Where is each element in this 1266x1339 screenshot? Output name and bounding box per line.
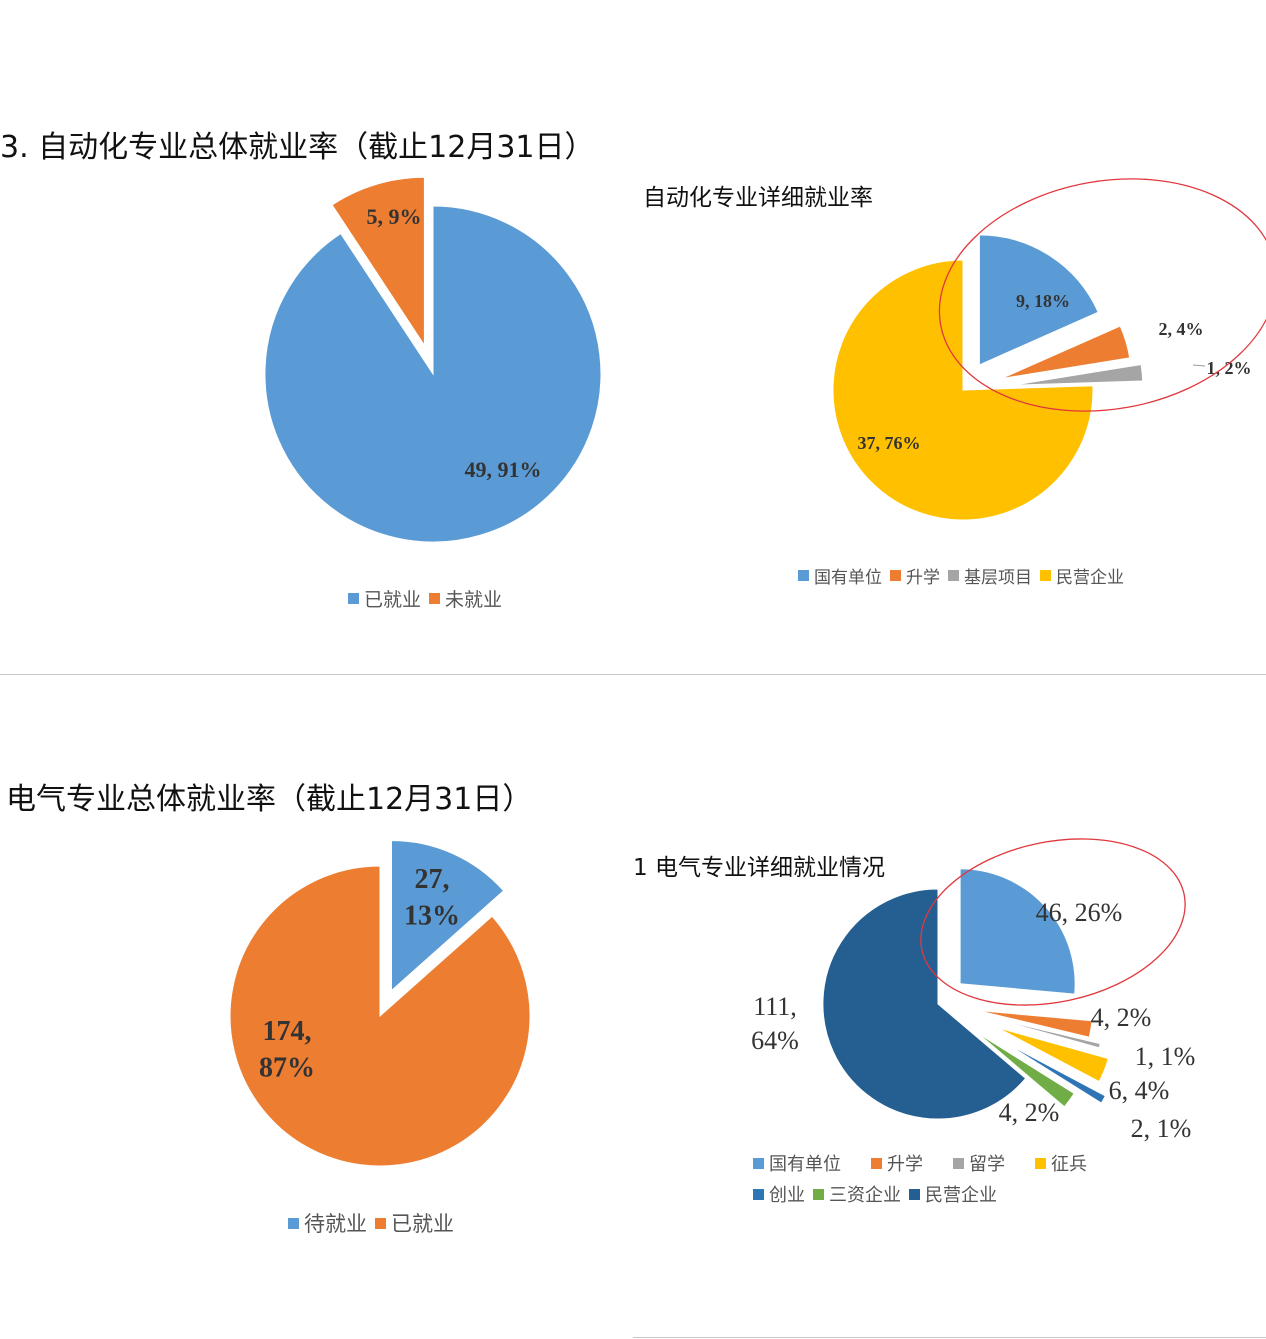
data-label: 49, 91% [465, 457, 542, 482]
data-label: 1, 1% [1135, 1042, 1196, 1071]
legend-item: 已就业 [375, 1208, 454, 1238]
pie-slice [229, 865, 531, 1167]
pie-slice [822, 888, 1027, 1120]
data-label: 6, 4% [1109, 1076, 1170, 1105]
data-label: 111, 64% [751, 992, 799, 1055]
legend-label: 基层项目 [964, 568, 1032, 588]
legend-swatch [348, 593, 359, 604]
chart-panel-automation-overall: 3. 自动化专业总体就业率（截止12月31日） 49, 91% 5, 9% 已就业… [0, 0, 633, 674]
pie-slice [1003, 1041, 1107, 1104]
data-label: 4, 2% [1091, 1003, 1152, 1032]
legend-label: 未就业 [445, 589, 503, 611]
pie-chart-electrical-detail: 46, 26% 4, 2% 1, 1% 6, 4% 2, 1% 4, 2% 111, 64% [751, 838, 1196, 1143]
pie-chart-automation-detail: 9, 18% 2, 4%1, 2% 37, 76% [832, 178, 1266, 521]
highlight-ellipse [920, 838, 1186, 1006]
pie-slice [1001, 325, 1131, 380]
legend-swatch [953, 1157, 964, 1169]
legend-swatch [909, 1188, 920, 1200]
legend-swatch [871, 1157, 882, 1169]
legend-item: 民营企业 [909, 1181, 997, 1207]
legend-swatch [375, 1217, 386, 1229]
legend-item: 未就业 [429, 585, 502, 612]
legend-item: 征兵 [1035, 1150, 1087, 1176]
legend-swatch [753, 1188, 764, 1200]
leader-line [1192, 364, 1206, 367]
legend-label: 民营企业 [1056, 568, 1124, 588]
legend-swatch [288, 1217, 299, 1229]
divider [0, 674, 633, 675]
legend-label: 已就业 [364, 589, 422, 611]
highlight-ellipse [938, 178, 1266, 412]
legend-item: 创业 [753, 1181, 805, 1207]
pie-slice [997, 1027, 1109, 1083]
pie-slice [959, 868, 1076, 995]
legend-item: 民营企业 [1040, 563, 1124, 588]
chart-legend: 已就业 未就业 [348, 585, 510, 612]
pie-slice [264, 205, 602, 543]
pie-chart-electrical-overall: 27, 13% 174, 87% [229, 839, 531, 1167]
data-label: 46, 26% [1036, 898, 1123, 927]
pie-slice [832, 259, 1094, 521]
chart-title: 自动化专业详细就业率 [643, 185, 873, 211]
chart-legend: 国有单位 升学 留学 征兵 [753, 1150, 1117, 1176]
chart-title: 1 电气专业详细就业情况 [633, 855, 885, 881]
legend-label: 国有单位 [814, 568, 882, 588]
legend-item: 升学 [890, 563, 940, 588]
data-label: 4, 2% [999, 1098, 1060, 1127]
pie-slice [977, 1010, 1093, 1038]
chart-title: 电气专业总体就业率（截止12月31日） [6, 782, 533, 817]
legend-item: 留学 [953, 1150, 1005, 1176]
chart-legend: 待就业 已就业 [288, 1208, 462, 1238]
pie-slice [978, 234, 1099, 366]
divider [633, 1337, 1266, 1338]
legend-label: 创业 [769, 1185, 805, 1206]
chart-panel-automation-detail: 自动化专业详细就业率 9, 18% 2, 4% 1, 2% 37, 76% 国有单位 升… [633, 0, 1266, 674]
divider [633, 674, 1266, 675]
data-label: 37, 76% [858, 433, 921, 453]
data-label: 5, 9% [367, 204, 422, 229]
legend-swatch [753, 1157, 764, 1169]
legend-item: 已就业 [348, 585, 421, 612]
legend-item: 升学 [871, 1150, 923, 1176]
legend-swatch [429, 593, 441, 604]
legend-swatch [1040, 570, 1051, 581]
legend-swatch [948, 570, 959, 581]
chart-panel-electrical-overall: 电气专业总体就业率（截止12月31日） 27, 13% 174, 87% 待就业 已就业 [0, 676, 633, 1339]
pie-slice [976, 1031, 1075, 1108]
pie-chart-automation-overall: 49, 91% 5, 9% [264, 176, 602, 543]
data-label: 174, 87% [259, 1016, 315, 1083]
pie-slice [1012, 363, 1144, 386]
legend-label: 征兵 [1051, 1154, 1087, 1175]
legend-item: 基层项目 [948, 563, 1032, 588]
legend-label: 国有单位 [769, 1154, 841, 1175]
legend-swatch [798, 570, 809, 581]
legend-label: 民营企业 [925, 1185, 997, 1206]
pie-slice [331, 176, 425, 347]
legend-swatch [1035, 1157, 1046, 1169]
legend-label: 三资企业 [829, 1185, 901, 1206]
chart-title: 3. 自动化专业总体就业率（截止12月31日） [0, 130, 595, 165]
data-label: 1, 2% [1207, 358, 1252, 378]
pie-slice [988, 1016, 1101, 1049]
data-label: 9, 18% [1016, 291, 1070, 311]
legend-label: 待就业 [304, 1212, 367, 1236]
legend-item: 国有单位 [798, 563, 882, 588]
legend-label: 留学 [969, 1154, 1005, 1175]
chart-legend: 国有单位 升学 基层项目 民营企业 [798, 563, 1132, 588]
chart-legend: 创业 三资企业 民营企业 [753, 1181, 1005, 1207]
pie-slice [391, 839, 505, 992]
legend-label: 升学 [887, 1154, 923, 1175]
legend-item: 三资企业 [813, 1181, 901, 1207]
legend-swatch [813, 1188, 824, 1200]
legend-swatch [890, 570, 901, 581]
data-label: 27, 13% [404, 864, 460, 931]
chart-panel-electrical-detail: 1 电气专业详细就业情况 46, 26% 4, 2% 1, 1% 6, 4% 2, 1%… [633, 676, 1266, 1339]
data-label: 2, 4% [1159, 319, 1204, 339]
legend-item: 待就业 [288, 1208, 367, 1238]
legend-label: 已就业 [391, 1212, 454, 1236]
legend-item: 国有单位 [753, 1150, 841, 1176]
legend-label: 升学 [906, 568, 940, 588]
data-label: 2, 1% [1131, 1114, 1192, 1143]
